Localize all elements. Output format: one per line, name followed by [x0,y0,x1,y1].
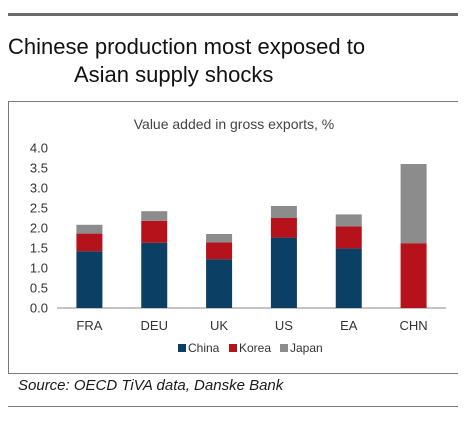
legend-label-china: China [188,341,220,355]
bar-korea-chn [401,243,427,308]
bar-korea-deu [141,221,167,243]
bar-japan-fra [76,225,102,234]
bar-china-us [271,238,297,308]
y-tick-label: 1.5 [30,241,48,256]
y-tick-label: 2.5 [30,201,48,216]
bars [76,164,426,308]
legend-swatch-china [178,344,186,352]
bar-china-ea [336,248,362,308]
y-tick-label: 0.5 [30,281,48,296]
legend-label-japan: Japan [290,341,323,355]
bar-japan-chn [401,164,427,243]
bar-korea-uk [206,242,232,259]
legend-label-korea: Korea [239,341,271,355]
bar-korea-fra [76,234,102,252]
bar-china-uk [206,259,232,308]
y-tick-label: 2.0 [30,221,48,236]
footer-rule [8,406,458,407]
legend-swatch-japan [280,344,288,352]
source-note: Source: OECD TiVA data, Danske Bank [18,377,283,394]
x-axis: FRA DEU UK US EA CHN [76,318,427,333]
y-tick-label: 1.0 [30,261,48,276]
bar-japan-uk [206,234,232,242]
chart-subtitle: Value added in gross exports, % [134,116,335,132]
y-tick-label: 4.0 [30,141,48,156]
bar-korea-us [271,218,297,238]
x-tick-label: DEU [141,318,168,333]
bar-china-fra [76,251,102,308]
x-tick-label: EA [340,318,358,333]
x-tick-label: CHN [399,318,427,333]
bar-japan-ea [336,214,362,226]
x-tick-label: UK [210,318,228,333]
legend-swatch-korea [229,344,237,352]
bar-korea-ea [336,226,362,248]
y-tick-label: 3.0 [30,181,48,196]
x-tick-label: US [275,318,293,333]
legend: China Korea Japan [178,341,323,355]
x-tick-label: FRA [76,318,102,333]
bar-japan-deu [141,211,167,221]
bar-china-deu [141,243,167,308]
y-tick-label: 0.0 [30,301,48,316]
y-tick-label: 3.5 [30,161,48,176]
bar-japan-us [271,206,297,218]
